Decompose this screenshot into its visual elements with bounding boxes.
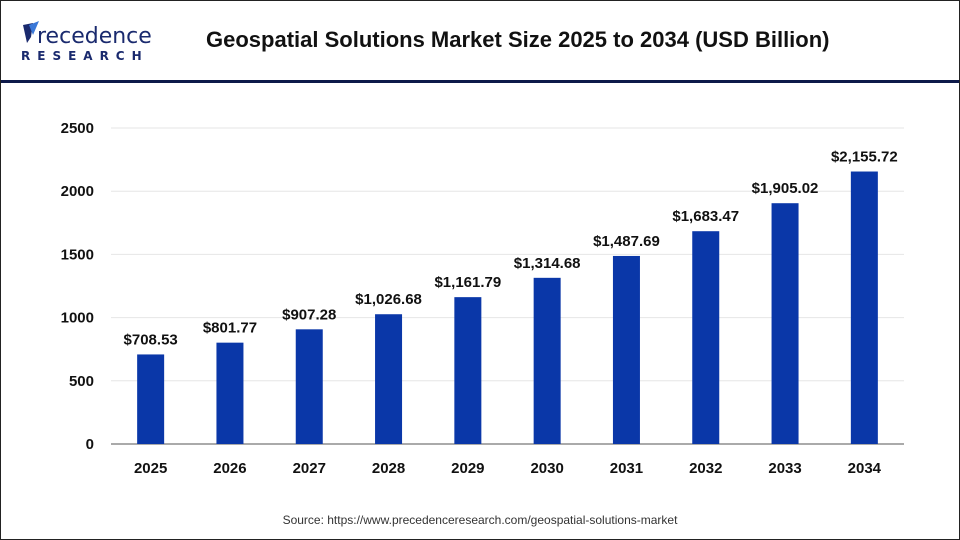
bar [771,203,799,444]
x-tick-label: 2032 [689,460,722,477]
data-label: $1,314.68 [514,255,581,272]
y-tick-label: 500 [69,373,94,390]
data-label: $1,905.02 [752,180,819,197]
data-label: $801.77 [203,320,257,337]
y-tick-label: 2500 [61,120,94,137]
data-label: $2,155.72 [831,149,898,166]
bar [850,171,878,444]
x-tick-label: 2034 [848,460,882,477]
bar [216,342,244,444]
x-tick-label: 2025 [134,460,167,477]
bar [612,255,640,444]
bar [454,297,482,444]
data-label: $907.28 [282,306,336,323]
x-tick-label: 2026 [213,460,246,477]
x-tick-label: 2029 [451,460,484,477]
data-label: $1,026.68 [355,291,422,308]
precedence-research-logo: recedence RESEARCH [21,21,152,63]
header-divider [1,80,959,83]
bar [137,354,165,444]
data-label: $1,683.47 [672,208,739,225]
x-tick-label: 2027 [293,460,326,477]
x-tick-label: 2033 [768,460,801,477]
x-tick-label: 2028 [372,460,405,477]
x-tick-label: 2030 [530,460,563,477]
svg-text:RESEARCH: RESEARCH [21,49,149,63]
bar [692,231,720,444]
chart-title: Geospatial Solutions Market Size 2025 to… [206,27,830,52]
bar [533,277,561,444]
y-tick-label: 0 [86,436,94,453]
y-tick-label: 1000 [61,310,94,327]
bar [375,314,403,444]
svg-text:recedence: recedence [37,24,152,49]
data-label: $1,487.69 [593,233,660,250]
y-tick-label: 2000 [61,183,94,200]
source-note: Source: https://www.precedenceresearch.c… [282,513,678,527]
data-label: $1,161.79 [434,274,501,291]
y-tick-label: 1500 [61,246,94,263]
bar [295,329,323,444]
data-label: $708.53 [124,331,178,348]
x-tick-label: 2031 [610,460,643,477]
